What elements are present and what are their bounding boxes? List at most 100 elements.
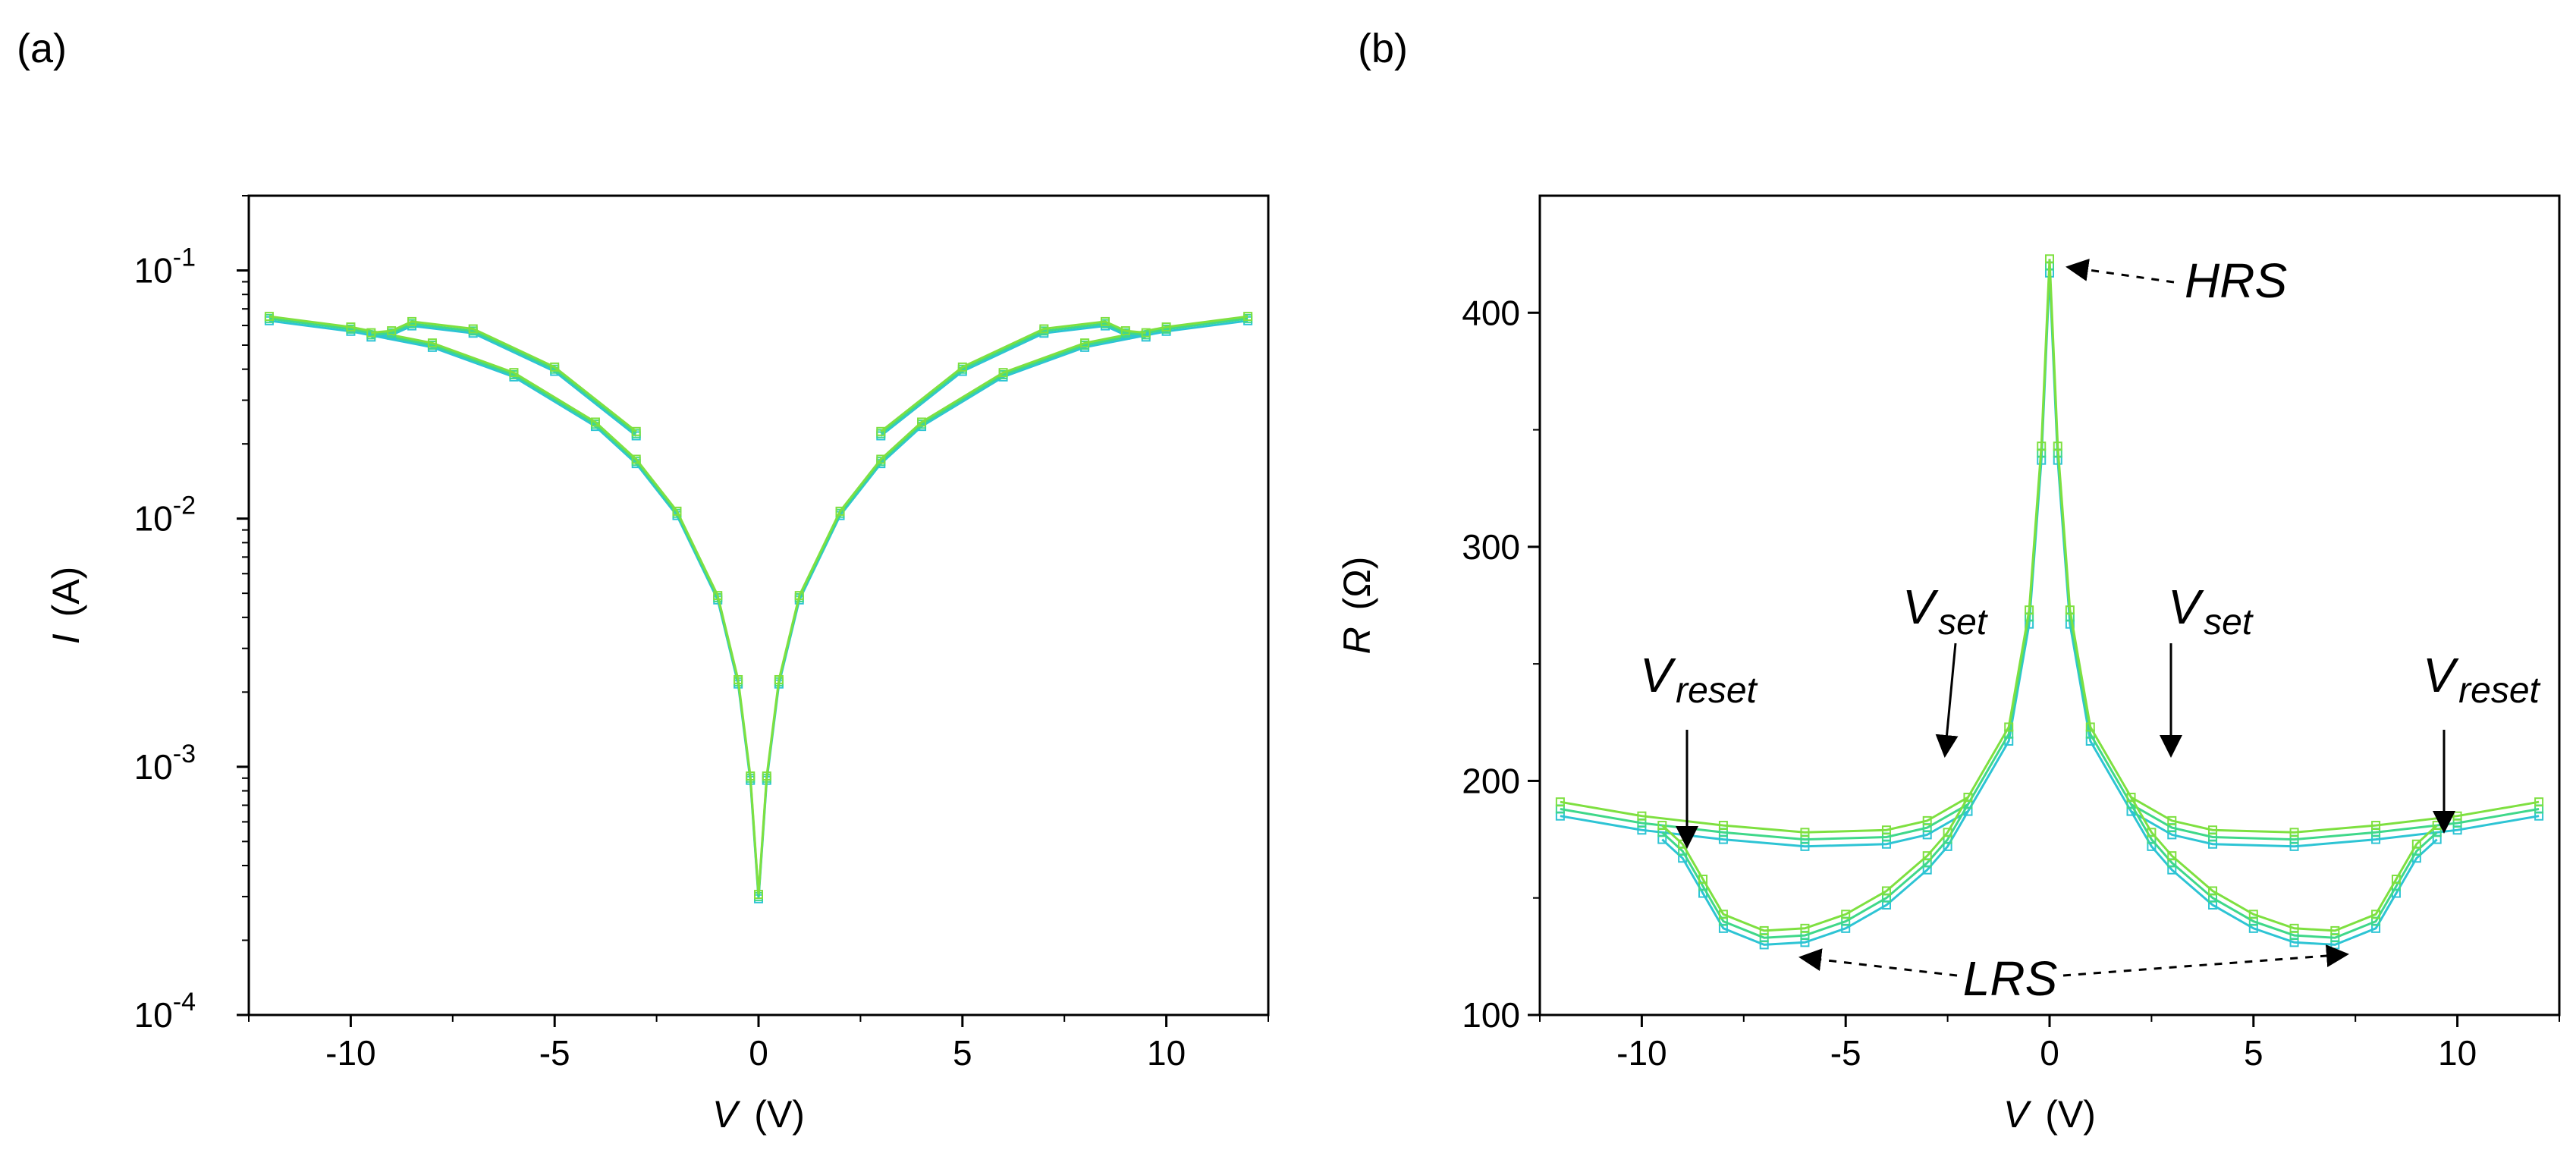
series-marker bbox=[1922, 851, 1932, 861]
series-line bbox=[2130, 810, 2438, 946]
series-marker bbox=[1555, 797, 1565, 807]
annotation-vreset-left: V reset bbox=[1640, 648, 1758, 711]
series-marker bbox=[734, 674, 743, 684]
series-marker bbox=[1657, 821, 1667, 831]
annotation-vset-right: V set bbox=[2168, 580, 2254, 643]
series-marker bbox=[366, 328, 376, 338]
series-marker bbox=[876, 426, 886, 436]
series-marker bbox=[1141, 328, 1151, 338]
y-tick-label: 300 bbox=[1462, 527, 1520, 567]
annotation-vset-left: V set bbox=[1902, 580, 1988, 643]
series-marker bbox=[1881, 825, 1891, 835]
annotation-lrs-arrow-right bbox=[2062, 944, 2349, 977]
y-tick-label: 10-1 bbox=[134, 243, 196, 290]
y-tick-label: 100 bbox=[1462, 995, 1520, 1035]
annotation-vset-left-sub: set bbox=[1938, 602, 1988, 643]
series-marker bbox=[1080, 338, 1090, 348]
series-marker bbox=[1718, 821, 1728, 831]
series-marker bbox=[2037, 441, 2047, 451]
series-marker bbox=[2289, 828, 2299, 837]
annotation-lrs: LRS bbox=[1963, 951, 2058, 1006]
series-marker bbox=[754, 890, 763, 900]
chart-b-xlabel: V (V) bbox=[2003, 1093, 2096, 1136]
series-marker bbox=[2208, 886, 2218, 896]
series-marker bbox=[957, 362, 967, 372]
x-tick-label: 0 bbox=[749, 1033, 768, 1073]
chart-a-xlabel-unit: (V) bbox=[754, 1093, 805, 1136]
series-line bbox=[1661, 810, 1969, 946]
series-line bbox=[2130, 797, 2438, 932]
series-marker bbox=[387, 326, 397, 336]
annotation-vreset-left-main: V bbox=[1640, 648, 1676, 702]
series-marker bbox=[590, 417, 600, 427]
series-marker bbox=[835, 506, 845, 516]
series-marker bbox=[998, 368, 1008, 378]
series-marker bbox=[509, 368, 519, 378]
series-marker bbox=[672, 506, 682, 516]
chart-b-xlabel-var: V bbox=[2003, 1093, 2032, 1136]
series-line bbox=[1560, 266, 2540, 841]
annotation-vset-left-arrow bbox=[1935, 643, 1959, 758]
chart-b-ylabel-unit: (Ω) bbox=[1336, 557, 1378, 611]
series-marker bbox=[1881, 886, 1891, 896]
chart-b-ticks: -10 -5 0 5 10 100 200 300 400 bbox=[1462, 293, 2560, 1073]
y-tick-label-base: 10 bbox=[134, 995, 173, 1035]
series-marker bbox=[2534, 797, 2544, 807]
annotation-vreset-right-main: V bbox=[2423, 648, 2459, 702]
x-tick-label: -5 bbox=[1830, 1033, 1861, 1073]
series-marker bbox=[2167, 851, 2177, 861]
series-marker bbox=[917, 417, 927, 427]
series-marker bbox=[264, 312, 274, 322]
chart-a-ylabel-var: I bbox=[45, 633, 87, 644]
series-marker bbox=[2147, 828, 2157, 837]
series-line bbox=[1661, 797, 1969, 932]
series-line bbox=[1560, 272, 2540, 848]
annotation-vset-right-main: V bbox=[2168, 580, 2204, 634]
series-marker bbox=[794, 591, 804, 601]
x-tick-label: -5 bbox=[539, 1033, 570, 1073]
series-marker bbox=[2289, 923, 2299, 933]
series-marker bbox=[876, 454, 886, 464]
chart-b-frame bbox=[1538, 194, 2561, 1016]
series-marker bbox=[2045, 254, 2054, 264]
series-marker bbox=[1100, 316, 1110, 326]
panel-a-label: (a) bbox=[17, 26, 67, 71]
x-tick-label: -10 bbox=[325, 1033, 375, 1073]
series-line bbox=[1661, 803, 1969, 939]
series-marker bbox=[346, 322, 356, 332]
series-marker bbox=[2371, 910, 2381, 919]
y-tick-label: 10-2 bbox=[134, 492, 196, 539]
x-tick-label: 10 bbox=[2438, 1033, 2477, 1073]
chart-a-series bbox=[264, 312, 1253, 903]
annotation-hrs: HRS bbox=[2185, 253, 2287, 308]
series-marker bbox=[746, 771, 756, 781]
annotation-lrs-arrow-left bbox=[1798, 948, 1958, 977]
series-marker bbox=[1841, 910, 1851, 919]
chart-b-ylabel: R (Ω) bbox=[1336, 557, 1378, 655]
series-marker bbox=[2391, 875, 2401, 884]
series-marker bbox=[2167, 815, 2177, 825]
annotation-vset-right-sub: set bbox=[2204, 602, 2254, 643]
y-tick-label-exp: -4 bbox=[173, 988, 196, 1016]
series-line bbox=[2130, 803, 2438, 939]
series-marker bbox=[1759, 925, 1769, 935]
series-marker bbox=[468, 324, 478, 334]
series-marker bbox=[2126, 793, 2136, 803]
y-tick-label-base: 10 bbox=[134, 250, 173, 290]
chart-a-xlabel-var: V bbox=[712, 1093, 741, 1136]
y-tick-label-exp: -3 bbox=[173, 740, 196, 768]
series-marker bbox=[1243, 312, 1253, 322]
series-marker bbox=[1943, 828, 1952, 837]
chart-a-ylabel-unit: (A) bbox=[45, 567, 87, 617]
chart-b-annotations: HRS LRS V set V set V reset V rese bbox=[1640, 253, 2541, 1006]
series-marker bbox=[550, 362, 560, 372]
chart-a-xlabel: V (V) bbox=[712, 1093, 805, 1136]
series-marker bbox=[1698, 875, 1708, 884]
series-marker bbox=[1800, 923, 1810, 933]
chart-a-ylabel: I (A) bbox=[45, 567, 87, 644]
chart-b-ylabel-var: R bbox=[1336, 627, 1378, 654]
y-tick-label-exp: -1 bbox=[173, 243, 196, 272]
series-marker bbox=[1718, 910, 1728, 919]
